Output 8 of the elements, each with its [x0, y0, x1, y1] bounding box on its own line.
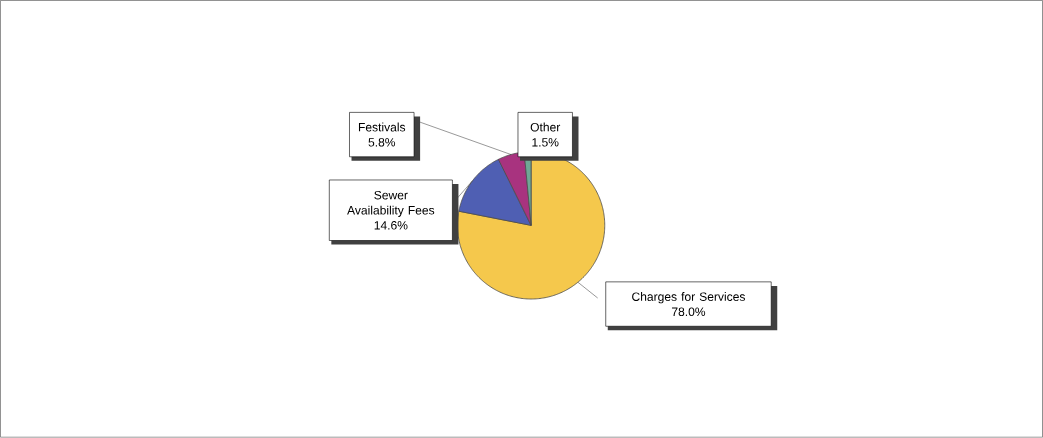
slice-label: Charges for Services — [632, 292, 745, 304]
slice-label: Sewer Availability Fees — [347, 191, 435, 218]
data-label: 1.5% — [532, 138, 559, 147]
data-label: 14.6% — [374, 221, 408, 230]
data-label: 5.8% — [368, 138, 396, 147]
slice-label: Festivals — [358, 122, 406, 132]
slice-label: Other — [530, 122, 561, 132]
data-label: 78.0% — [671, 307, 706, 317]
